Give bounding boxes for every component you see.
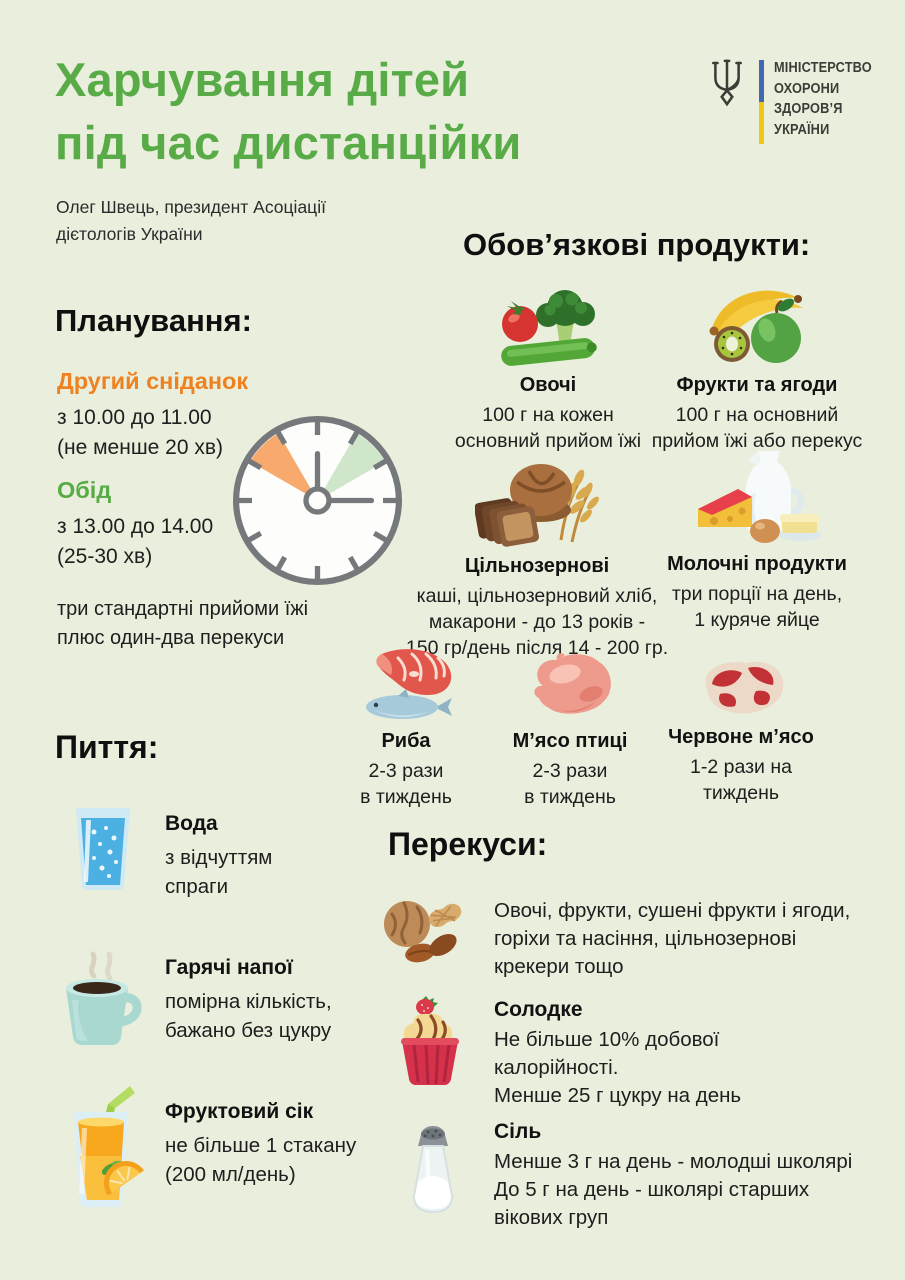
product-name: Риба <box>381 730 431 752</box>
product-poultry: М’ясо птиці 2-3 рази в тиждень <box>475 646 665 810</box>
red-meat-icon <box>705 661 783 714</box>
meal-title: Обід <box>57 477 112 503</box>
snacks-heading: Перекуси: <box>388 826 548 862</box>
drink-water: Вода з відчуттям спраги <box>165 812 495 901</box>
nuts-illustration <box>380 894 470 971</box>
meal-details: з 10.00 до 11.00 (не менше 20 хв) <box>57 406 224 459</box>
ministry-line: ОХОРОНИ <box>774 79 840 97</box>
product-name: Фрукти та ягоди <box>676 374 838 396</box>
drink-name: Фруктовий сік <box>165 1100 314 1123</box>
mandatory-products-heading: Обов’язкові продукти: <box>463 227 811 262</box>
product-name: Червоне м’ясо <box>668 726 814 748</box>
product-desc: 100 г на основний прийом їжі або перекус <box>651 404 863 452</box>
drink-desc: не більше 1 стакану (200 мл/день) <box>165 1134 357 1186</box>
snack-salt: Сіль Менше 3 г на день - молодші школярі… <box>494 1120 864 1232</box>
snack-desc: Не більше 10% добової калорійності. Менш… <box>494 1028 742 1107</box>
product-desc: три порції на день, 1 куряче яйце <box>671 583 843 631</box>
product-desc: 1-2 рази на тиждень <box>690 756 792 804</box>
nuts-icon <box>384 901 462 963</box>
product-red-meat: Червоне м’ясо 1-2 рази на тиждень <box>646 650 836 806</box>
product-desc: 2-3 рази в тиждень <box>524 760 616 808</box>
product-name: Цільнозернові <box>464 555 610 577</box>
drink-name: Вода <box>165 812 218 835</box>
drink-name: Гарячі напої <box>165 956 293 979</box>
drink-desc: помірна кількість, бажано без цукру <box>165 990 332 1042</box>
ministry-line: МІНІСТЕРСТВО <box>774 59 872 76</box>
planning-note: три стандартні прийоми їжі плюс один-два… <box>57 598 309 649</box>
planning-heading: Планування: <box>55 303 252 338</box>
trident-icon <box>712 59 742 107</box>
product-fruits: Фрукти та ягоди 100 г на основний прийом… <box>632 280 882 454</box>
product-name: М’ясо птиці <box>512 730 628 752</box>
product-name: Овочі <box>519 374 577 396</box>
meal-title: Другий сніданок <box>57 368 249 394</box>
page-title: Харчування дітей під час дистанційки <box>55 53 522 169</box>
ministry-logo: МІНІСТЕРСТВО ОХОРОНИ ЗДОРОВ’Я УКРАЇНИ <box>708 56 890 144</box>
product-fish: Риба 2-3 рази в тиждень <box>311 644 501 810</box>
drink-desc: з відчуттям спраги <box>165 846 273 898</box>
water-icon <box>76 808 130 891</box>
product-vegetables: Овочі 100 г на кожен основний прийом їжі <box>428 284 668 454</box>
product-desc: 100 г на кожен основний прийом їжі <box>454 404 642 452</box>
hot-drink-icon <box>66 951 142 1046</box>
drinks-heading: Пиття: <box>55 729 159 765</box>
meal-details: з 13.00 до 14.00 (25-30 хв) <box>57 515 214 568</box>
flag-bar <box>759 60 764 144</box>
snack-desc: Овочі, фрукти, сушені фрукти і ягоди, го… <box>494 899 851 978</box>
clock-icon <box>232 415 403 586</box>
poultry-icon <box>533 653 611 714</box>
flag-bar-yellow <box>759 102 764 144</box>
meal-lunch: Обід з 13.00 до 14.00 (25-30 хв) <box>57 477 317 572</box>
ministry-line: ЗДОРОВ’Я <box>774 100 843 118</box>
product-desc: 2-3 рази в тиждень <box>360 760 452 808</box>
product-wholegrains: Цільнозернові каші, цільнозерновий хліб,… <box>397 448 677 661</box>
snack-sweet: Солодке Не більше 10% добової калорійнос… <box>494 998 864 1110</box>
fish-icon <box>365 649 452 719</box>
snack-name: Солодке <box>494 998 583 1021</box>
juice-illustration <box>62 1078 157 1215</box>
product-name: Молочні продукти <box>667 553 847 575</box>
cupcake-icon <box>401 996 459 1086</box>
salt-shaker-icon <box>412 1126 454 1214</box>
fruits-icon <box>709 290 803 363</box>
drink-juice: Фруктовий сік не більше 1 стакану (200 м… <box>165 1100 495 1189</box>
water-illustration <box>74 806 132 897</box>
ministry-name: МІНІСТЕРСТВО ОХОРОНИ ЗДОРОВ’Я УКРАЇНИ <box>774 58 872 140</box>
hot-drink-illustration <box>58 948 150 1055</box>
wholegrains-icon <box>474 464 599 547</box>
sweet-illustration <box>394 994 466 1091</box>
flag-bar-blue <box>759 60 764 102</box>
drink-hot: Гарячі напої помірна кількість, бажано б… <box>165 956 495 1045</box>
snack-desc: Менше 3 г на день - молодші школярі До 5… <box>494 1150 853 1229</box>
author-byline: Олег Швець, президент Асоціації дієтолог… <box>56 197 326 244</box>
product-dairy: Молочні продукти три порції на день, 1 к… <box>632 442 882 633</box>
ministry-line: УКРАЇНИ <box>774 120 830 138</box>
juice-icon <box>74 1086 145 1207</box>
salt-illustration <box>408 1120 458 1221</box>
snack-name: Сіль <box>494 1120 542 1143</box>
product-desc: каші, цільнозерновий хліб, макарони - до… <box>405 585 669 659</box>
vegetables-icon <box>501 290 597 366</box>
clock-illustration <box>229 412 406 594</box>
meal-second-breakfast: Другий сніданок з 10.00 до 11.00 (не мен… <box>57 368 317 463</box>
dairy-icon <box>698 451 821 543</box>
snack-general: Овочі, фрукти, сушені фрукти і ягоди, го… <box>494 897 864 981</box>
